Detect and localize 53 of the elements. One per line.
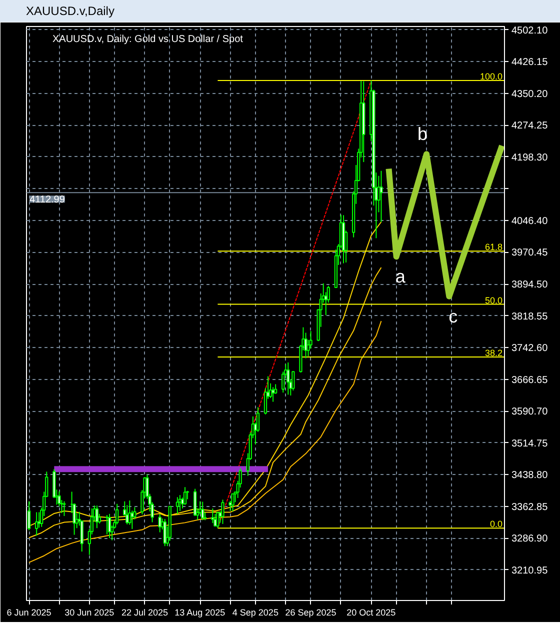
x-tick-label: 20 Oct 2025 (346, 608, 396, 618)
y-tick-label: 4502.10 (512, 25, 548, 36)
x-tick-label: 4 Sep 2025 (232, 608, 278, 618)
y-tick-label: 3514.75 (512, 438, 548, 450)
y-tick-label: 3742.60 (512, 343, 548, 354)
x-tick-label: 13 Aug 2025 (174, 608, 226, 618)
candlestick (116, 503, 119, 525)
candlestick (193, 488, 197, 516)
y-tick-label: 3210.95 (512, 565, 548, 576)
candlestick (62, 500, 66, 516)
series-label: 0.0 (490, 519, 503, 530)
series-label: 61.8 (484, 242, 503, 252)
y-tick-label: 3362.85 (512, 502, 548, 513)
candlestick (380, 170, 383, 222)
series-label: 38.2 (484, 348, 503, 358)
y-tick-label: 3818.55 (512, 311, 548, 322)
line-series (28, 320, 382, 563)
candlestick (34, 512, 38, 536)
candlestick (231, 493, 234, 512)
text: XAUUSD.v, Daily: Gold vs US Dollar / Spot (52, 34, 244, 45)
candlestick (163, 518, 166, 547)
y-tick-label: 3666.65 (512, 374, 548, 386)
y-tick-label: 3286.90 (512, 534, 548, 545)
x-tick-label: 6 Jun 2025 (6, 608, 52, 618)
annotation: c (448, 306, 458, 326)
candlestick (211, 508, 214, 524)
annotation: a (395, 266, 406, 287)
candlestick (176, 496, 180, 514)
y-tick-label: 4426.15 (512, 57, 548, 68)
candlestick (286, 362, 290, 396)
y-tick-label: 4198.30 (512, 152, 548, 164)
candlestick (216, 511, 220, 529)
candlestick (108, 513, 112, 539)
candlestick (105, 514, 109, 535)
y-tick-label: 3590.70 (512, 406, 548, 418)
annotation: b (418, 124, 428, 144)
y-tick-label: 4046.40 (512, 216, 548, 227)
candlestick (128, 500, 132, 526)
y-tick-label: 4274.25 (512, 120, 548, 132)
candlestick (201, 501, 204, 521)
candlestick (95, 505, 99, 529)
y-tick-label: 3438.80 (512, 470, 548, 482)
x-tick-label: 22 Jul 2025 (121, 608, 168, 618)
x-tick-label: 30 Jun 2025 (64, 608, 114, 618)
y-tick-label: 4350.20 (512, 88, 548, 100)
candlestick (158, 513, 162, 533)
y-tick-label: 3894.50 (512, 280, 548, 291)
chart-title: XAUUSD.v,Daily (26, 3, 114, 20)
y-tick-label: 3970.45 (512, 248, 548, 259)
series-label: 100.0 (480, 71, 503, 82)
series-label: 50.0 (484, 295, 503, 306)
candlestick (221, 499, 224, 524)
x-tick-label: 26 Sep 2025 (285, 608, 336, 618)
